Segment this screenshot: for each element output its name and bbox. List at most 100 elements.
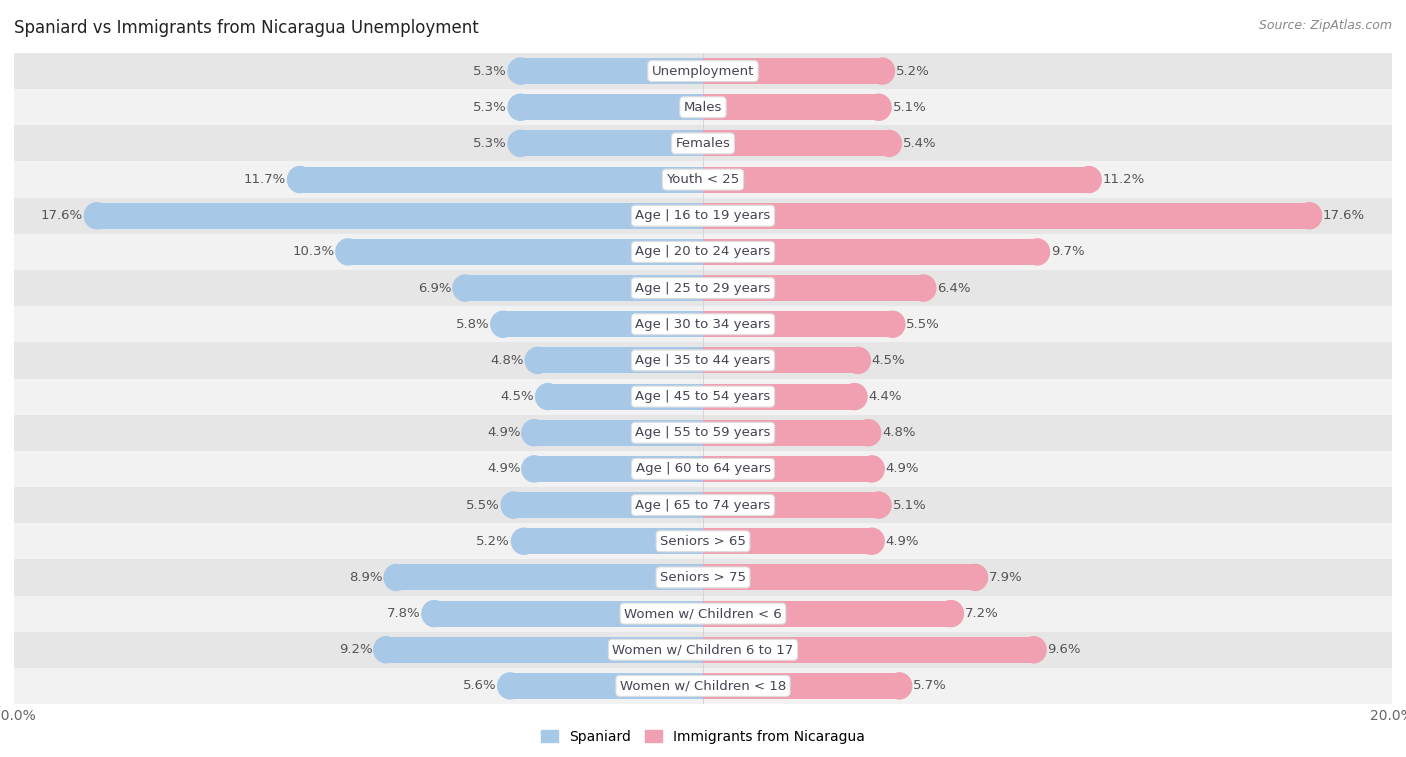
Text: 6.9%: 6.9% xyxy=(418,282,451,294)
Bar xyxy=(97,203,703,229)
Text: Spaniard vs Immigrants from Nicaragua Unemployment: Spaniard vs Immigrants from Nicaragua Un… xyxy=(14,19,479,37)
Text: Seniors > 65: Seniors > 65 xyxy=(659,534,747,548)
Text: 5.7%: 5.7% xyxy=(912,680,946,693)
Text: 11.7%: 11.7% xyxy=(245,173,287,186)
Text: 4.4%: 4.4% xyxy=(869,390,901,403)
Circle shape xyxy=(939,600,963,627)
Bar xyxy=(513,492,703,518)
Text: 5.1%: 5.1% xyxy=(893,499,927,512)
Bar xyxy=(14,487,1392,523)
Text: 4.9%: 4.9% xyxy=(486,426,520,439)
Text: 9.2%: 9.2% xyxy=(339,643,373,656)
Text: 4.8%: 4.8% xyxy=(491,354,524,367)
Bar xyxy=(396,565,703,590)
Bar xyxy=(14,668,1392,704)
Text: Age | 60 to 64 years: Age | 60 to 64 years xyxy=(636,463,770,475)
Text: Age | 16 to 19 years: Age | 16 to 19 years xyxy=(636,209,770,223)
Bar xyxy=(14,631,1392,668)
Circle shape xyxy=(1077,167,1101,192)
Bar xyxy=(703,637,1033,663)
Text: 8.9%: 8.9% xyxy=(349,571,382,584)
Text: 4.8%: 4.8% xyxy=(882,426,915,439)
Bar xyxy=(14,270,1392,306)
Text: Seniors > 75: Seniors > 75 xyxy=(659,571,747,584)
Bar xyxy=(14,415,1392,451)
Circle shape xyxy=(522,419,547,446)
Text: Age | 30 to 34 years: Age | 30 to 34 years xyxy=(636,318,770,331)
Bar xyxy=(703,167,1088,192)
Bar xyxy=(299,167,703,192)
Bar xyxy=(703,203,1309,229)
Bar xyxy=(548,384,703,410)
Bar xyxy=(503,311,703,338)
Circle shape xyxy=(498,673,523,699)
Circle shape xyxy=(512,528,536,554)
Text: 5.8%: 5.8% xyxy=(456,318,489,331)
Text: 5.3%: 5.3% xyxy=(472,137,506,150)
Text: 4.5%: 4.5% xyxy=(872,354,905,367)
Circle shape xyxy=(501,492,526,518)
Text: 4.9%: 4.9% xyxy=(486,463,520,475)
Circle shape xyxy=(491,311,516,338)
Bar xyxy=(14,342,1392,378)
Bar xyxy=(703,384,855,410)
Text: Age | 35 to 44 years: Age | 35 to 44 years xyxy=(636,354,770,367)
Bar xyxy=(703,419,869,446)
Text: 4.9%: 4.9% xyxy=(886,463,920,475)
Text: 7.9%: 7.9% xyxy=(988,571,1022,584)
Text: Age | 65 to 74 years: Age | 65 to 74 years xyxy=(636,499,770,512)
Text: 10.3%: 10.3% xyxy=(292,245,335,258)
Text: 17.6%: 17.6% xyxy=(41,209,83,223)
Bar xyxy=(703,673,900,699)
Bar xyxy=(537,347,703,373)
Circle shape xyxy=(288,167,312,192)
Circle shape xyxy=(870,58,894,84)
Text: 5.6%: 5.6% xyxy=(463,680,496,693)
Bar xyxy=(703,456,872,482)
Text: 9.6%: 9.6% xyxy=(1047,643,1081,656)
Circle shape xyxy=(1025,239,1049,265)
Text: 5.2%: 5.2% xyxy=(896,64,929,77)
Bar xyxy=(349,239,703,265)
Bar xyxy=(14,451,1392,487)
Circle shape xyxy=(453,275,478,301)
Bar xyxy=(703,600,950,627)
Circle shape xyxy=(522,456,547,482)
Circle shape xyxy=(1296,203,1322,229)
Bar xyxy=(510,673,703,699)
Bar xyxy=(703,565,976,590)
Bar xyxy=(703,94,879,120)
Text: Women w/ Children < 6: Women w/ Children < 6 xyxy=(624,607,782,620)
Circle shape xyxy=(876,130,901,157)
Bar xyxy=(434,600,703,627)
Circle shape xyxy=(84,203,110,229)
Text: 5.3%: 5.3% xyxy=(472,64,506,77)
Bar xyxy=(14,198,1392,234)
Bar xyxy=(703,347,858,373)
Text: Women w/ Children < 18: Women w/ Children < 18 xyxy=(620,680,786,693)
Circle shape xyxy=(859,528,884,554)
Circle shape xyxy=(859,456,884,482)
Circle shape xyxy=(508,58,533,84)
Circle shape xyxy=(1021,637,1046,663)
Bar xyxy=(14,126,1392,161)
Text: 5.2%: 5.2% xyxy=(477,534,510,548)
Text: Age | 20 to 24 years: Age | 20 to 24 years xyxy=(636,245,770,258)
Bar xyxy=(14,523,1392,559)
Circle shape xyxy=(526,347,550,373)
Bar xyxy=(520,94,703,120)
Text: Age | 55 to 59 years: Age | 55 to 59 years xyxy=(636,426,770,439)
Bar xyxy=(520,130,703,157)
Bar xyxy=(14,306,1392,342)
Circle shape xyxy=(911,275,936,301)
Circle shape xyxy=(887,673,911,699)
Bar xyxy=(14,89,1392,126)
Circle shape xyxy=(336,239,360,265)
Text: 5.5%: 5.5% xyxy=(465,499,499,512)
Text: Women w/ Children 6 to 17: Women w/ Children 6 to 17 xyxy=(613,643,793,656)
Text: Age | 45 to 54 years: Age | 45 to 54 years xyxy=(636,390,770,403)
Text: 5.5%: 5.5% xyxy=(907,318,941,331)
Text: 9.7%: 9.7% xyxy=(1050,245,1084,258)
Text: 7.2%: 7.2% xyxy=(965,607,998,620)
Text: Males: Males xyxy=(683,101,723,114)
